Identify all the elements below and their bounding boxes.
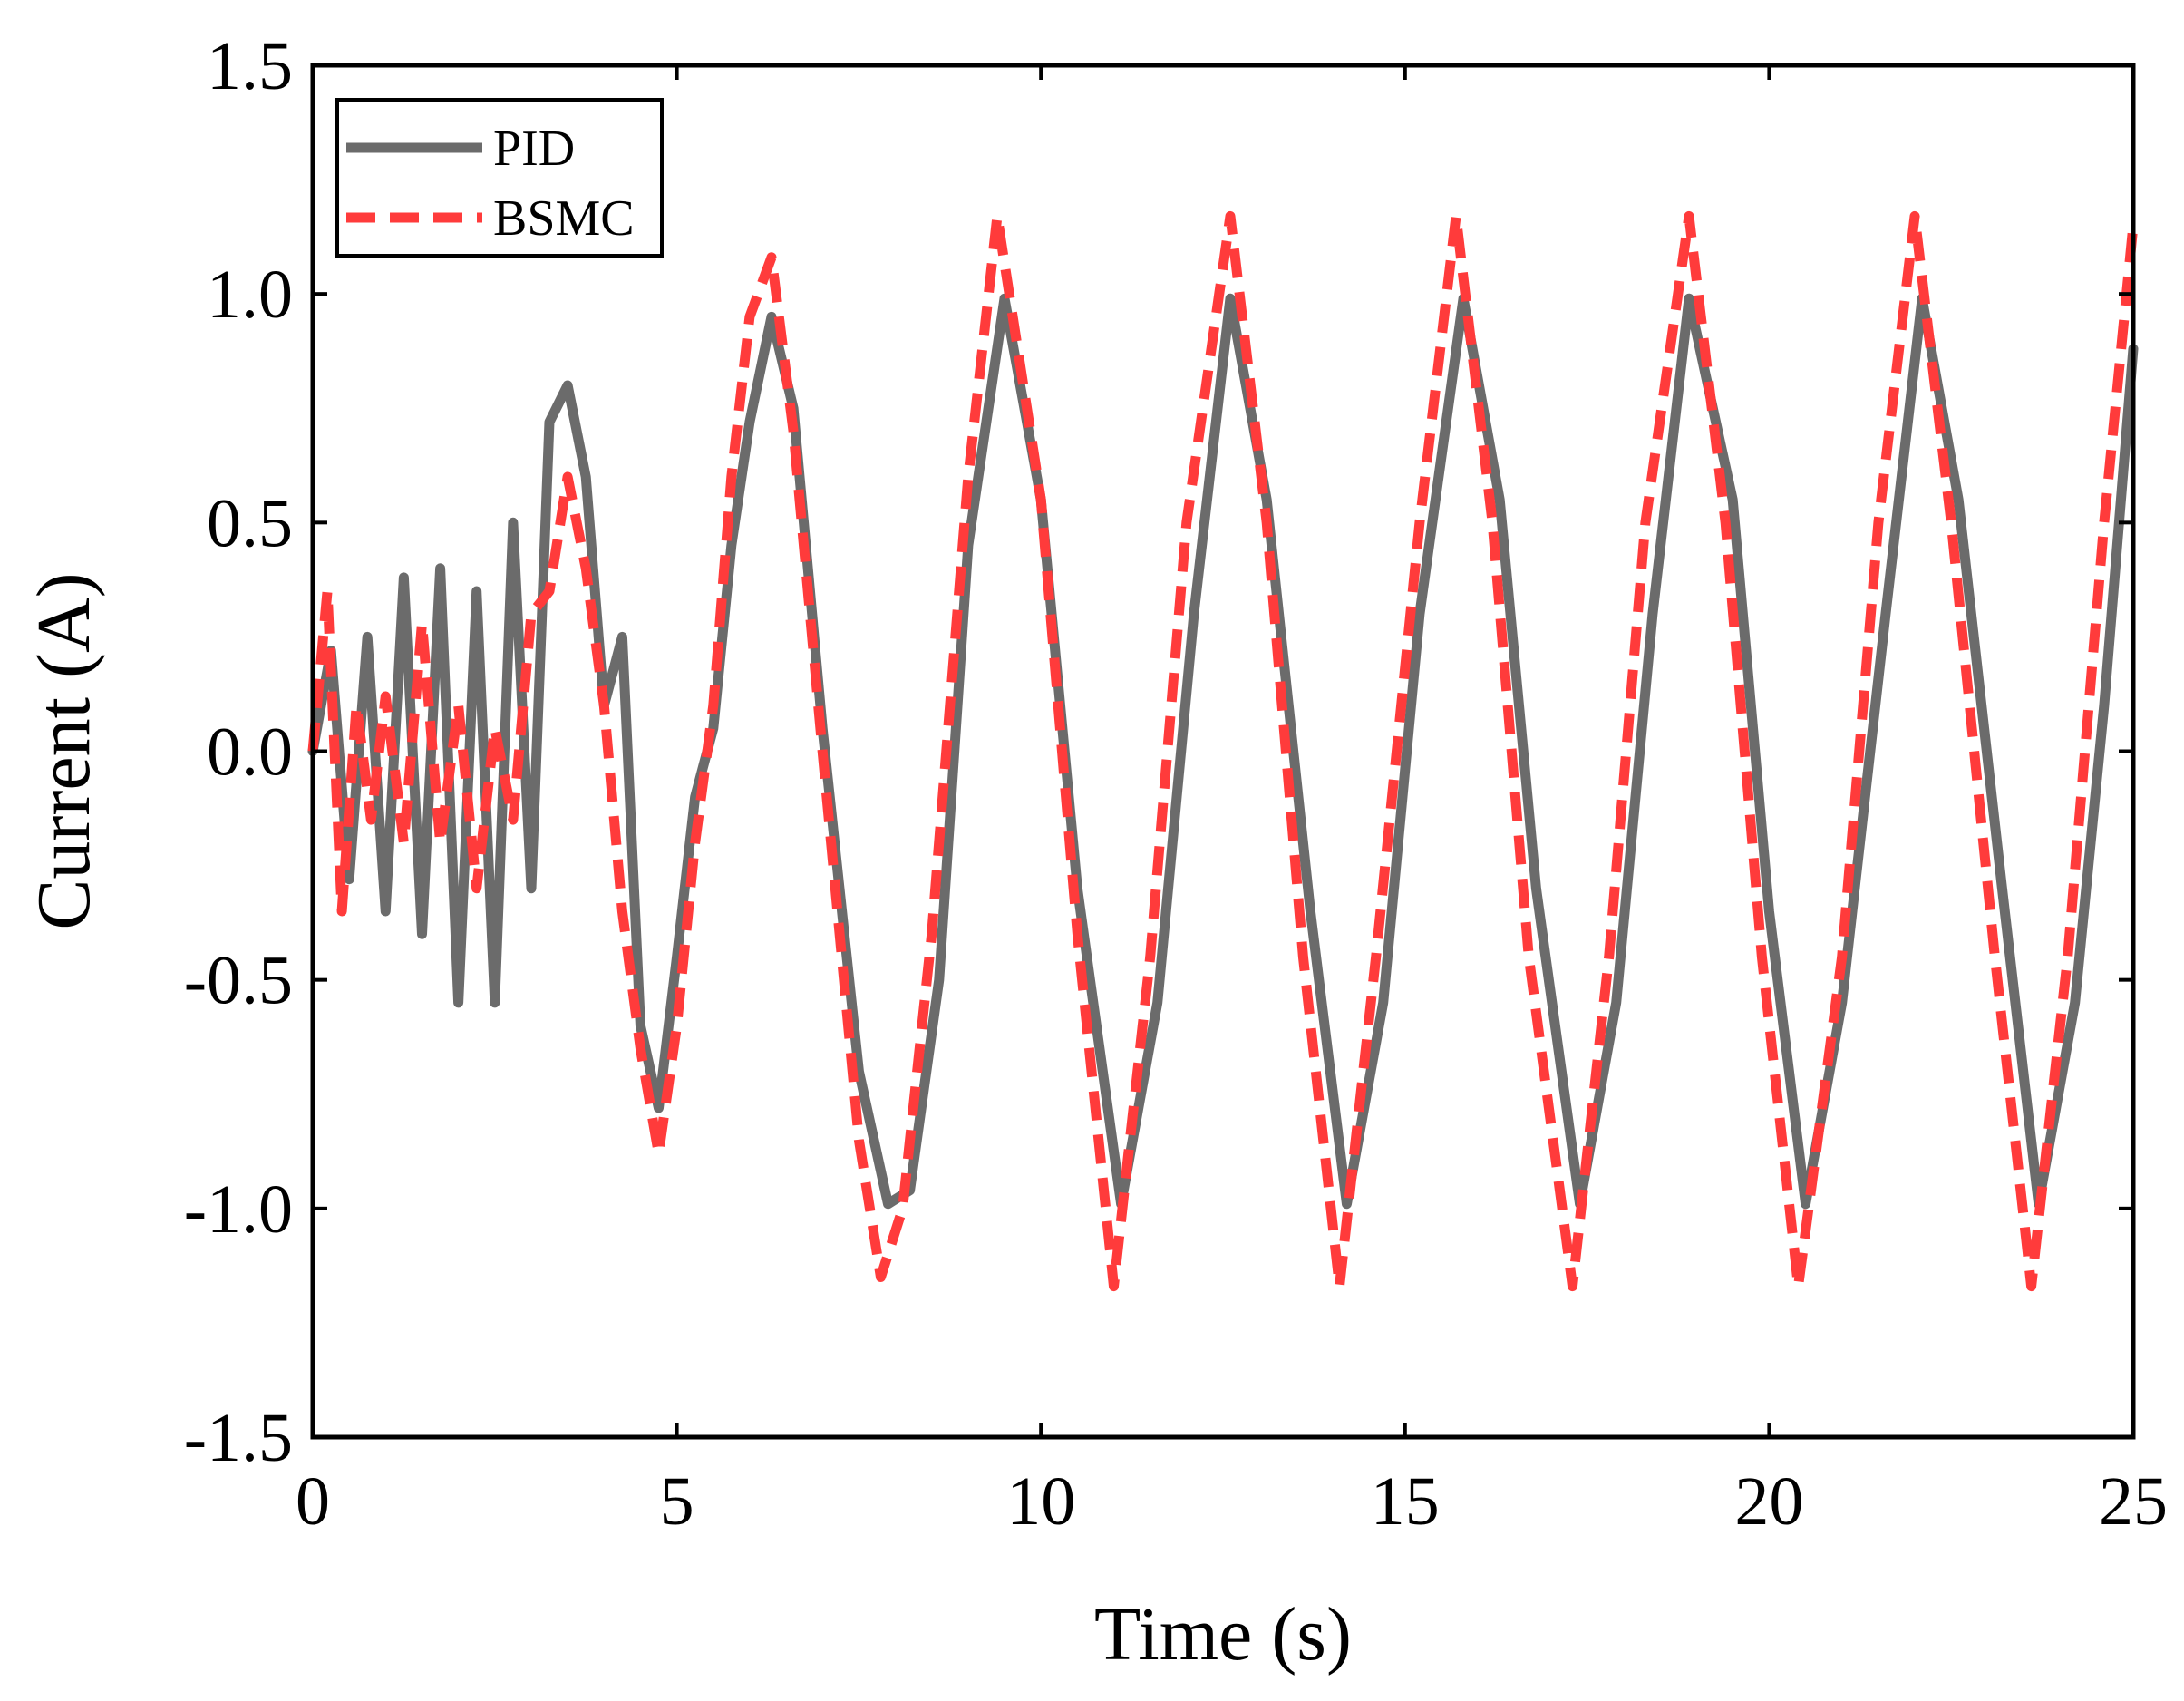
x-tick-label: 20	[1734, 1463, 1803, 1540]
x-tick-label: 5	[660, 1463, 694, 1540]
y-tick-label: -1.0	[184, 1171, 293, 1248]
series-line-bsmc	[307, 210, 2139, 1292]
x-tick-label: 0	[296, 1463, 330, 1540]
tick-labels-layer: 0 5 10 15 20 25 -1.5 -1.0 -0.5 0.0 0.5 1.0 1.5	[184, 28, 2168, 1540]
x-tick-label: 25	[2099, 1463, 2168, 1540]
y-tick-label: 0.0	[207, 714, 293, 791]
series-layer	[307, 210, 2139, 1292]
series-line-pid	[307, 293, 2139, 1210]
y-axis-title: Current (A)	[22, 572, 106, 929]
legend-box	[335, 98, 664, 258]
legend-label-pid: PID	[493, 121, 575, 177]
legend: PID BSMC	[335, 98, 664, 258]
y-tick-label: 1.0	[207, 257, 293, 333]
y-tick-label: -0.5	[184, 943, 293, 1019]
y-tick-label: -1.5	[184, 1400, 293, 1476]
x-tick-label: 15	[1371, 1463, 1440, 1540]
y-tick-label: 0.5	[207, 485, 293, 561]
y-tick-label: 1.5	[207, 28, 293, 104]
x-tick-label: 10	[1006, 1463, 1075, 1540]
legend-label-bsmc: BSMC	[493, 190, 635, 247]
ticks-layer	[311, 63, 2135, 1439]
x-axis-title: Time (s)	[1094, 1592, 1352, 1677]
